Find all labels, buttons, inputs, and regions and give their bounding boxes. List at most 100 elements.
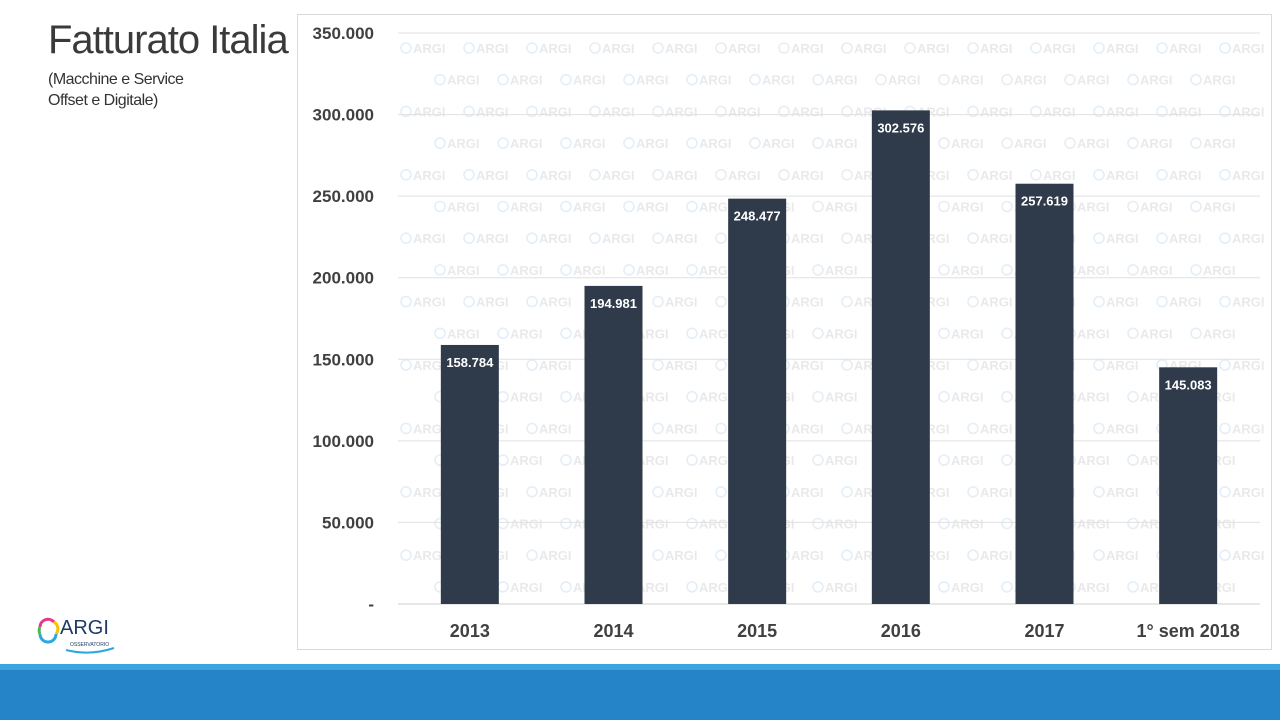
watermark-ring <box>560 137 572 149</box>
watermark-ring <box>652 169 664 181</box>
watermark-mark: ARGI <box>652 485 698 500</box>
watermark-mark: ARGI <box>1093 104 1139 119</box>
argi-ring-logo-icon <box>37 617 60 644</box>
watermark-ring <box>526 295 538 308</box>
watermark-ring <box>1127 581 1139 593</box>
watermark-text: ARGI <box>476 104 509 119</box>
y-tick-label: 100.000 <box>313 432 374 451</box>
watermark-ring <box>652 42 664 54</box>
watermark-ring <box>1219 105 1231 118</box>
watermark-ring <box>1219 359 1231 371</box>
watermark-text: ARGI <box>413 548 446 563</box>
watermark-ring <box>560 200 572 213</box>
watermark-ring <box>686 517 698 530</box>
bar-value-label: 145.083 <box>1165 377 1212 392</box>
watermark-text: ARGI <box>1106 231 1139 246</box>
watermark-ring <box>841 169 853 181</box>
watermark-text: ARGI <box>510 73 543 88</box>
watermark-ring <box>686 137 698 149</box>
watermark-text: ARGI <box>791 231 824 246</box>
watermark-text: ARGI <box>791 421 824 436</box>
bar-value-label: 248.477 <box>734 209 781 224</box>
watermark-ring <box>1190 264 1202 276</box>
watermark-text: ARGI <box>476 41 509 56</box>
watermark-ring <box>1219 422 1231 435</box>
watermark-ring <box>400 105 412 118</box>
watermark-mark: ARGI <box>400 41 446 56</box>
watermark-text: ARGI <box>951 73 984 88</box>
watermark-ring <box>1127 327 1139 340</box>
watermark-mark: ARGI <box>497 517 543 532</box>
watermark-mark: ARGI <box>715 104 761 119</box>
watermark-text: ARGI <box>980 168 1013 183</box>
watermark-text: ARGI <box>413 358 446 373</box>
watermark-text: ARGI <box>476 168 509 183</box>
watermark-text: ARGI <box>1140 73 1173 88</box>
watermark-ring <box>623 200 635 213</box>
watermark-text: ARGI <box>539 358 572 373</box>
watermark-mark: ARGI <box>1093 548 1139 563</box>
watermark-ring <box>1093 42 1105 54</box>
watermark-mark: ARGI <box>1064 136 1110 151</box>
watermark-text: ARGI <box>1169 104 1202 119</box>
watermark-text: ARGI <box>825 453 858 468</box>
watermark-text: ARGI <box>951 453 984 468</box>
bar <box>1015 183 1074 604</box>
watermark-ring <box>400 359 412 371</box>
watermark-ring <box>1190 137 1202 149</box>
footer-bar <box>0 670 1280 720</box>
watermark-ring <box>1093 232 1105 244</box>
bar-chart: ARGI ARGI ARGI ARGI ARGI ARGI ARGI ARGI ARGI ARGI… <box>313 24 1265 641</box>
watermark-ring <box>400 422 412 435</box>
watermark-text: ARGI <box>1232 421 1265 436</box>
watermark-ring <box>497 327 509 340</box>
watermark-text: ARGI <box>447 326 480 341</box>
watermark-ring <box>812 73 824 86</box>
watermark-ring <box>560 581 572 593</box>
watermark-mark: ARGI <box>526 548 572 563</box>
watermark-text: ARGI <box>888 73 921 88</box>
subtitle-line-2: Offset e Digitale) <box>48 92 158 109</box>
watermark-mark: ARGI <box>1030 104 1076 119</box>
watermark-mark: ARGI <box>623 200 669 215</box>
watermark-mark: ARGI <box>1001 73 1047 88</box>
watermark-text: ARGI <box>699 390 732 405</box>
watermark-text: ARGI <box>1140 326 1173 341</box>
watermark-ring <box>400 169 412 181</box>
watermark-mark: ARGI <box>526 41 572 56</box>
watermark-ring <box>463 105 475 118</box>
watermark-text: ARGI <box>1232 104 1265 119</box>
watermark-text: ARGI <box>951 390 984 405</box>
watermark-mark: ARGI <box>589 231 635 246</box>
watermark-text: ARGI <box>1077 517 1110 532</box>
watermark-text: ARGI <box>602 104 635 119</box>
watermark-text: ARGI <box>1077 200 1110 215</box>
watermark-ring <box>715 232 727 244</box>
bar <box>728 198 787 605</box>
watermark-mark: ARGI <box>938 200 984 215</box>
watermark-ring <box>967 422 979 435</box>
watermark-ring <box>875 73 887 86</box>
watermark-text: ARGI <box>825 390 858 405</box>
watermark-mark: ARGI <box>400 104 446 119</box>
watermark-ring <box>686 327 698 340</box>
watermark-ring <box>1093 359 1105 371</box>
watermark-mark: ARGI <box>463 41 509 56</box>
watermark-text: ARGI <box>1077 73 1110 88</box>
watermark-ring <box>1093 105 1105 118</box>
watermark-ring <box>967 232 979 244</box>
watermark-ring <box>967 169 979 181</box>
x-tick-label: 1° sem 2018 <box>1137 621 1240 641</box>
watermark-mark: ARGI <box>1190 326 1236 341</box>
watermark-ring <box>938 390 950 403</box>
watermark-ring <box>938 517 950 530</box>
watermark-mark: ARGI <box>434 200 480 215</box>
watermark-mark: ARGI <box>400 485 446 500</box>
watermark-text: ARGI <box>636 517 669 532</box>
watermark-ring <box>1127 73 1139 86</box>
watermark-mark: ARGI <box>938 136 984 151</box>
watermark-ring <box>938 581 950 593</box>
grid-layer: - 50.000 100.000 150.000 200.000 250.000 300.0… <box>313 24 1260 614</box>
watermark-text: ARGI <box>951 517 984 532</box>
watermark-ring <box>1127 454 1139 466</box>
